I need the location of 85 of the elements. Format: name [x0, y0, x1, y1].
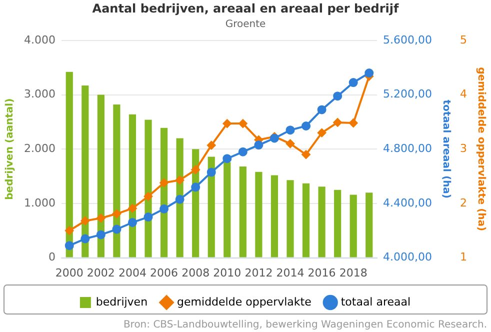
y3-axis-title: gemiddelde oppervlakte (ha): [475, 67, 486, 232]
y-tick-label: 3.000: [24, 88, 56, 101]
legend-label: bedrijven: [96, 295, 148, 308]
y-axis-title: bedrijven (aantal): [4, 98, 16, 200]
y-tick-label: 0: [48, 250, 56, 264]
point: [112, 224, 122, 234]
point: [112, 209, 122, 218]
bar: [318, 186, 326, 258]
bar: [224, 162, 231, 258]
point: [80, 234, 90, 244]
x-tick-label: 2008: [182, 266, 210, 280]
point: [80, 216, 90, 226]
x-tick-label: 2012: [244, 266, 273, 280]
point: [64, 241, 74, 250]
point: [206, 168, 216, 177]
y2-tick-label: 4.800,00: [383, 142, 432, 155]
y3-tick-label: 5: [460, 33, 467, 46]
y2-tick-label: 4.400,00: [383, 196, 432, 210]
x-tick-label: 2006: [150, 266, 178, 280]
point: [96, 214, 106, 223]
x-tick-label: 2002: [86, 266, 115, 280]
y2-tick-label: 4.000,00: [383, 250, 432, 264]
y3-tick-label: 1: [460, 250, 467, 264]
point: [160, 178, 169, 188]
bar: [208, 156, 215, 258]
x-tick-label: 2000: [55, 266, 84, 280]
point: [222, 154, 232, 164]
point: [222, 119, 232, 128]
bar: [66, 72, 73, 258]
point: [238, 119, 248, 128]
point: [238, 147, 248, 156]
y3-tick-label: 2: [460, 196, 467, 210]
bar: [97, 94, 104, 258]
point: [317, 105, 326, 114]
point: [144, 212, 153, 222]
point: [175, 194, 184, 204]
point: [128, 204, 137, 213]
point: [333, 92, 342, 101]
point: [317, 128, 326, 138]
point: [64, 226, 74, 236]
point: [286, 139, 295, 148]
y2-tick-label: 5.600,00: [383, 33, 432, 46]
bar: [302, 183, 310, 258]
point: [302, 122, 311, 130]
chart-title: Aantal bedrijven, areaal en areaal per bedrijf: [92, 1, 400, 16]
x-tick-label: 2018: [339, 266, 368, 280]
y2-tick-label: 5.200,00: [383, 88, 432, 101]
x-tick-label: 2014: [276, 266, 304, 280]
point: [128, 218, 137, 227]
bar: [113, 104, 120, 258]
legend-label: gemiddelde oppervlakte: [177, 295, 312, 308]
point: [96, 230, 106, 240]
point: [348, 118, 358, 128]
bar: [270, 175, 278, 258]
chart-subtitle: Groente: [225, 18, 266, 30]
y3-tick-label: 4: [460, 88, 467, 101]
point: [144, 192, 153, 201]
bar: [286, 180, 294, 258]
point: [302, 150, 311, 160]
y3-tick-label: 3: [460, 142, 467, 155]
y-tick-label: 4.000: [24, 33, 56, 46]
bar: [366, 192, 373, 258]
y-tick-label: 1.000: [24, 196, 56, 210]
y-tick-label: 2.000: [24, 142, 56, 155]
point: [206, 140, 216, 150]
bar: [255, 172, 262, 258]
point: [160, 204, 169, 214]
point: [191, 182, 200, 192]
point: [254, 140, 264, 150]
bar: [334, 190, 342, 258]
y2-axis-title: totaal areaal (ha): [440, 100, 452, 198]
point: [333, 118, 342, 127]
x-tick-label: 2016: [308, 266, 336, 280]
point: [191, 165, 200, 174]
x-tick-label: 2010: [213, 266, 242, 280]
point: [364, 68, 374, 78]
bar: [82, 86, 89, 258]
point: [286, 126, 295, 135]
x-tick-label: 2004: [118, 266, 146, 280]
bar: [239, 166, 246, 258]
bar: [350, 194, 357, 258]
legend-label: totaal areaal: [340, 295, 411, 308]
point: [175, 176, 184, 185]
text: Bron: CBS-Landbouwtelling, bewerking Wageningen Economic Research.: [123, 320, 487, 331]
point: [348, 78, 358, 88]
